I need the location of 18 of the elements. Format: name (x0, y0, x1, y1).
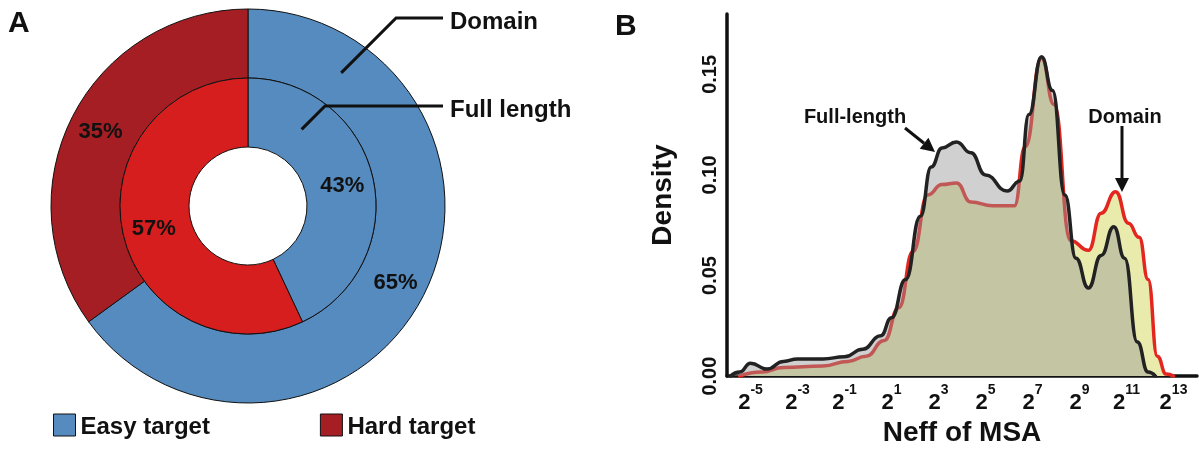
slice-label: Full length (450, 94, 572, 122)
data-label: 35% (78, 118, 123, 144)
chart-title: A (8, 4, 30, 38)
annotation: Full-length (803, 105, 907, 127)
chart-title: B (615, 7, 637, 41)
y-tick-label: 0.15 (698, 54, 720, 94)
slice-label: Domain (450, 6, 539, 34)
data-label: 65% (373, 268, 418, 294)
annotation: Domain (1088, 105, 1162, 127)
y-tick-label: 0.00 (698, 356, 720, 396)
y-tick-label: 0.05 (698, 256, 720, 295)
data-label: 57% (131, 214, 176, 240)
legend-label: Hard target (347, 411, 476, 439)
legend-label: Easy target (80, 411, 210, 439)
data-label: 43% (320, 172, 365, 198)
y-axis-title: Density (645, 144, 677, 246)
x-axis-title: Neff of MSA (882, 415, 1042, 447)
y-tick-label: 0.10 (698, 155, 720, 195)
